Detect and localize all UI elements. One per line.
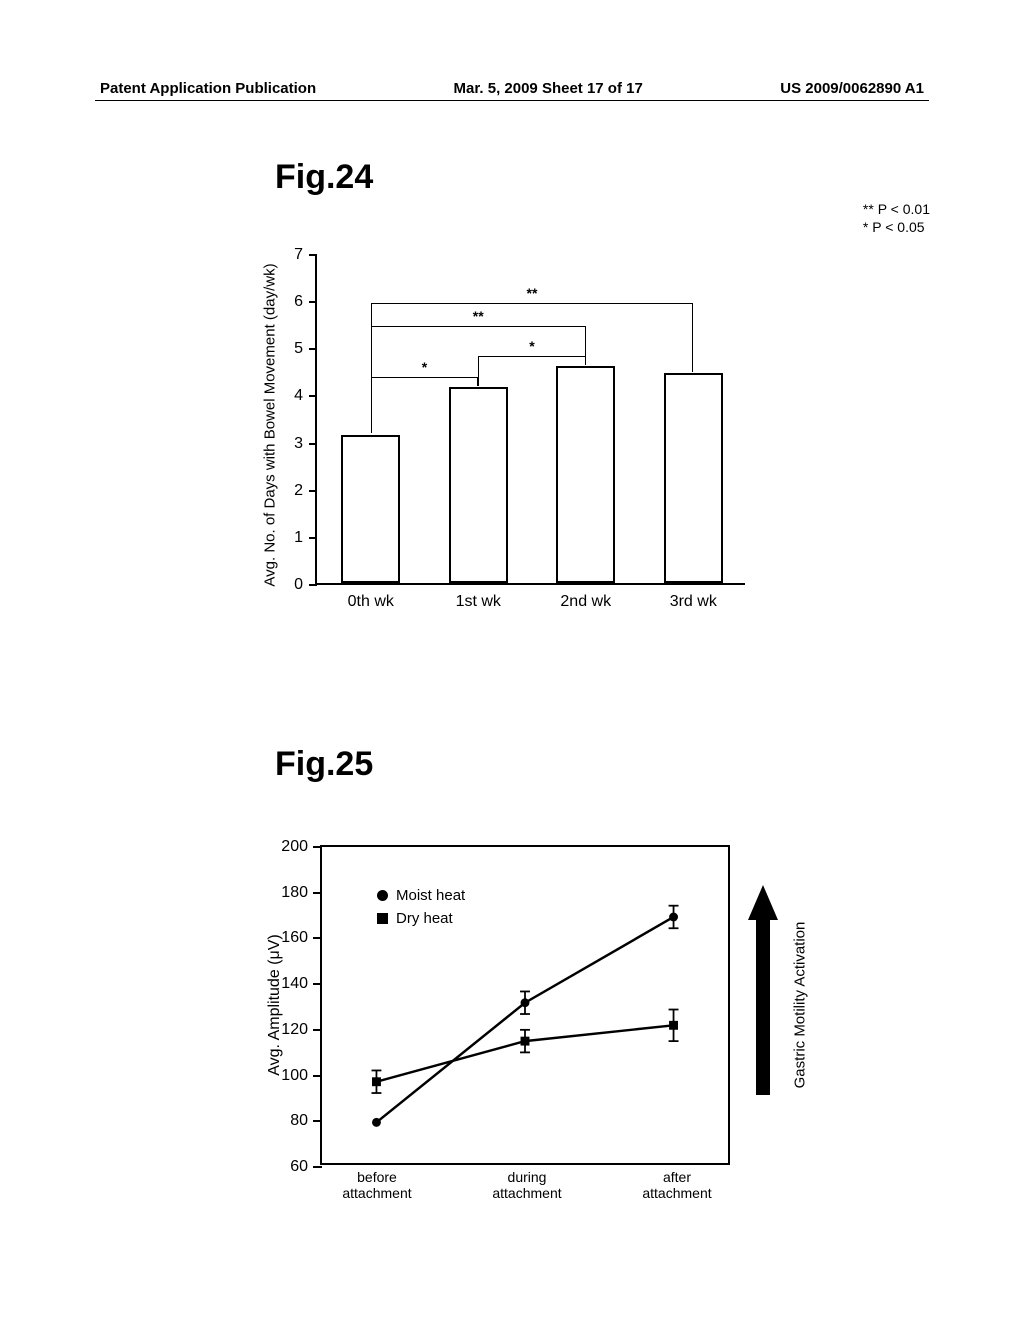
figure-24-label: Fig.24 [275,158,373,197]
fig24-ytick-label: 2 [294,482,317,500]
fig25-ytick-label: 60 [290,1158,322,1176]
fig25-ytick-label: 80 [290,1112,322,1130]
fig24-ytick-label: 6 [294,293,317,311]
fig25-x-category: duringattachment [492,1163,561,1201]
fig24-ytick-label: 0 [294,576,317,594]
activation-arrow-icon [748,885,778,1095]
fig24-bar [341,435,400,584]
page-header: Patent Application Publication Mar. 5, 2… [100,80,924,97]
figure-25-label: Fig.25 [275,745,373,784]
fig24-sig-bracket [371,326,586,327]
fig24-bar [664,373,723,583]
fig24-sig-label: * [529,338,534,354]
fig24-sig-label: * [422,359,427,375]
pval-01: ** P < 0.01 [863,200,930,218]
fig24-x-category: 2nd wk [560,583,611,611]
fig24-sig-label: ** [473,308,484,324]
fig25-ytick-label: 100 [281,1067,322,1085]
figure-24: ** P < 0.01 * P < 0.05 Avg. No. of Days … [230,225,830,655]
fig24-x-category: 1st wk [456,583,501,611]
header-left: Patent Application Publication [100,80,316,97]
fig24-ytick-label: 1 [294,529,317,547]
fig24-ytick-label: 7 [294,246,317,264]
header-right: US 2009/0062890 A1 [780,80,924,97]
fig24-ytick-label: 4 [294,387,317,405]
fig25-lines-svg [322,847,728,1163]
fig24-x-category: 0th wk [348,583,394,611]
fig24-ytick-label: 3 [294,435,317,453]
fig24-y-axis-label: Avg. No. of Days with Bowel Movement (da… [260,260,280,590]
fig24-sig-bracket [371,303,694,304]
fig25-ylabel-text: Avg. Amplitude (μV) [266,934,284,1075]
fig24-ylabel-text: Avg. No. of Days with Bowel Movement (da… [262,263,279,586]
fig25-plot-area: Moist heat Dry heat 60801001201401601802… [320,845,730,1165]
fig24-pvalue-legend: ** P < 0.01 * P < 0.05 [863,200,930,236]
pval-05: * P < 0.05 [863,218,930,236]
fig25-ytick-label: 200 [281,838,322,856]
fig24-ytick-label: 5 [294,340,317,358]
fig24-sig-bracket [478,356,586,357]
fig24-bar [556,366,615,583]
fig25-x-category: afterattachment [642,1163,711,1201]
fig24-bar [449,387,508,583]
fig25-x-category: beforeattachment [342,1163,411,1201]
fig25-ytick-label: 160 [281,929,322,947]
fig25-ytick-label: 140 [281,975,322,993]
fig25-right-label: Gastric Motility Activation [790,845,810,1165]
header-center: Mar. 5, 2009 Sheet 17 of 17 [454,80,643,97]
figure-25: Avg. Amplitude (μV) Moist heat Dry heat … [230,835,870,1215]
fig24-sig-label: ** [527,285,538,301]
fig25-ytick-label: 120 [281,1021,322,1039]
header-rule [95,100,929,101]
fig24-x-category: 3rd wk [670,583,717,611]
fig24-sig-bracket [371,377,479,378]
fig25-ytick-label: 180 [281,884,322,902]
fig24-plot-area: 012345670th wk1st wk2nd wk3rd wk****** [315,255,745,585]
fig25-right-label-text: Gastric Motility Activation [792,922,809,1089]
